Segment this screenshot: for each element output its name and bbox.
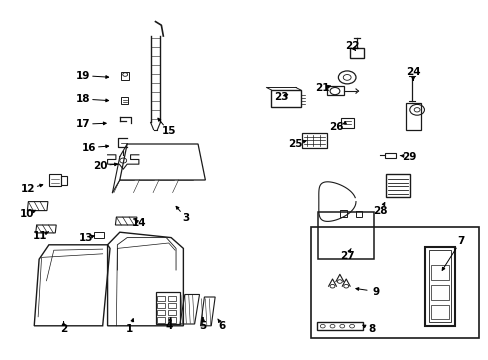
Text: 28: 28 — [372, 206, 387, 216]
Text: 9: 9 — [372, 287, 379, 297]
Bar — [386, 174, 409, 197]
Bar — [157, 310, 165, 315]
Text: 15: 15 — [161, 126, 176, 136]
Bar — [405, 103, 420, 130]
Text: 3: 3 — [182, 213, 189, 223]
Text: 21: 21 — [315, 83, 329, 93]
Bar — [428, 250, 450, 322]
Bar — [157, 317, 165, 323]
Bar — [385, 153, 395, 158]
Text: 26: 26 — [328, 122, 343, 132]
Text: 17: 17 — [76, 119, 90, 129]
Bar — [121, 72, 129, 80]
Text: 29: 29 — [402, 152, 416, 162]
Text: 6: 6 — [219, 321, 225, 331]
Text: 22: 22 — [344, 41, 359, 51]
Text: 11: 11 — [33, 231, 47, 241]
Bar — [168, 303, 176, 308]
Text: 16: 16 — [81, 143, 96, 153]
Text: 19: 19 — [76, 71, 90, 81]
Bar — [271, 90, 300, 107]
Bar — [430, 285, 448, 300]
Bar — [121, 97, 128, 104]
Text: 23: 23 — [274, 92, 288, 102]
Bar — [355, 211, 361, 217]
Bar — [302, 133, 326, 148]
Text: 12: 12 — [21, 184, 36, 194]
Text: 10: 10 — [20, 209, 34, 219]
Text: 20: 20 — [93, 161, 107, 171]
Bar — [168, 317, 176, 323]
Bar — [326, 86, 343, 95]
Text: 14: 14 — [132, 218, 146, 228]
Text: 24: 24 — [405, 67, 420, 77]
Bar — [155, 292, 180, 324]
Bar — [339, 210, 346, 217]
Text: 25: 25 — [288, 139, 303, 149]
Bar — [49, 174, 61, 186]
Bar — [168, 310, 176, 315]
Text: 18: 18 — [76, 94, 90, 104]
Bar — [94, 232, 104, 238]
Text: 27: 27 — [339, 251, 354, 261]
Bar — [310, 227, 478, 338]
Text: 1: 1 — [126, 324, 133, 334]
Text: 5: 5 — [199, 321, 206, 331]
Bar — [157, 303, 165, 308]
Bar — [61, 176, 67, 185]
Bar — [317, 212, 373, 259]
Bar — [425, 247, 454, 326]
Bar — [341, 118, 353, 128]
Bar — [430, 265, 448, 280]
Text: 4: 4 — [164, 321, 172, 331]
Text: 7: 7 — [456, 236, 464, 246]
Bar — [349, 48, 364, 58]
Bar — [157, 296, 165, 301]
Bar — [316, 322, 363, 330]
Bar — [168, 296, 176, 301]
Bar — [430, 305, 448, 319]
Text: 2: 2 — [60, 324, 67, 334]
Text: 13: 13 — [78, 233, 93, 243]
Text: 8: 8 — [367, 324, 374, 334]
